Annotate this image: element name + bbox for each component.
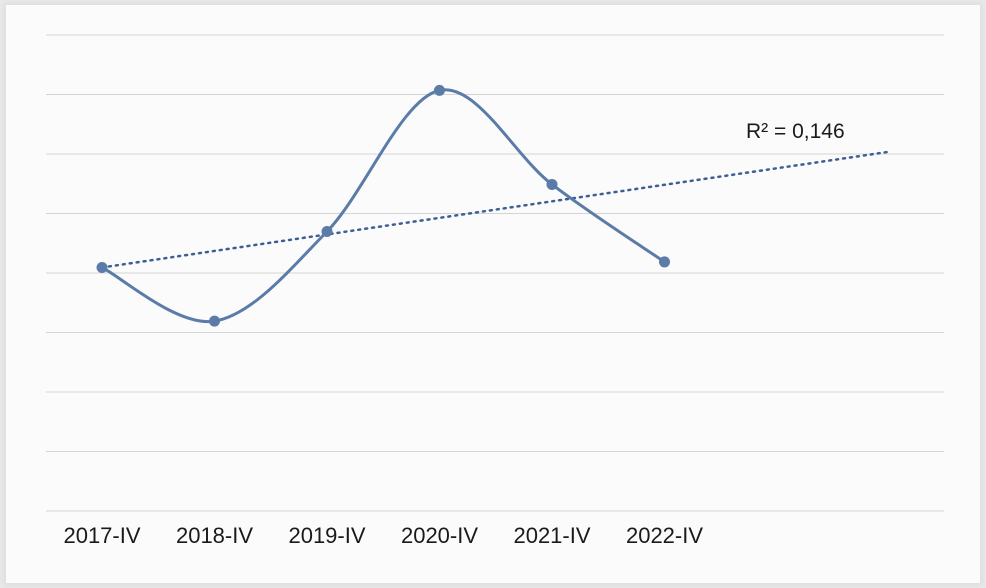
x-tick-label: 2022-IV — [626, 523, 703, 548]
trendline-group — [100, 150, 891, 269]
x-tick-label: 2021-IV — [513, 523, 590, 548]
x-tick-label: 2019-IV — [288, 523, 365, 548]
gridlines — [46, 34, 944, 512]
data-point-2021-IV — [546, 178, 558, 190]
data-point-2022-IV — [659, 256, 670, 268]
series-group — [96, 84, 670, 327]
data-point-2018-IV — [209, 315, 220, 327]
trendline — [100, 150, 891, 269]
data-point-2020-IV — [434, 84, 445, 96]
x-tick-label: 2017-IV — [63, 523, 140, 548]
data-point-2019-IV — [321, 225, 333, 237]
line-chart: 2017-IV 2018-IV 2019-IV 2020-IV 2021-IV 2022-… — [46, 34, 944, 548]
series-line — [101, 88, 666, 324]
x-axis-labels: 2017-IV 2018-IV 2019-IV 2020-IV 2021-IV 2022-… — [63, 523, 703, 548]
chart-area: 2017-IV 2018-IV 2019-IV 2020-IV 2021-IV 2022-… — [6, 5, 980, 583]
r-squared-label: R² = 0,146 — [746, 120, 845, 143]
x-tick-label: 2018-IV — [176, 523, 253, 548]
data-point-2017-IV — [96, 261, 108, 273]
x-tick-label: 2020-IV — [401, 523, 478, 548]
